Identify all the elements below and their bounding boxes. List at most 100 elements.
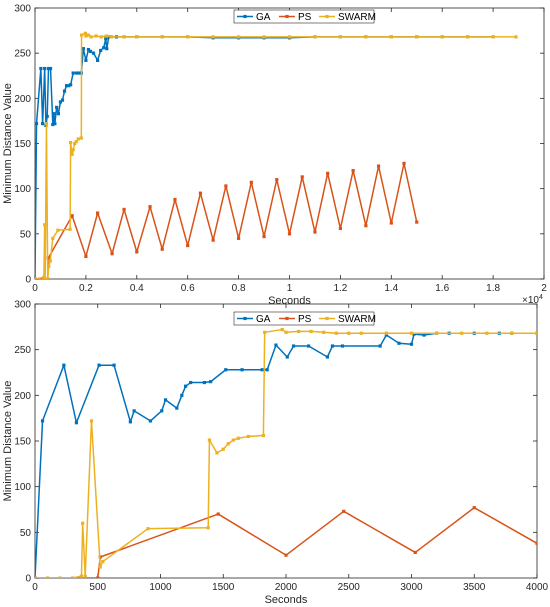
data-point bbox=[52, 112, 56, 116]
data-point bbox=[51, 236, 55, 240]
legend-item-ga: GA bbox=[237, 12, 271, 23]
data-point bbox=[43, 223, 47, 227]
y-tick-label: 50 bbox=[20, 528, 32, 539]
data-point bbox=[260, 368, 264, 372]
data-point bbox=[91, 51, 96, 55]
legend: GA PS SWARM bbox=[233, 311, 376, 326]
data-point bbox=[389, 221, 393, 225]
plot-area bbox=[34, 303, 538, 579]
x-tick-label: 0 bbox=[32, 283, 38, 294]
data-point bbox=[397, 341, 401, 345]
data-point bbox=[338, 226, 342, 231]
x-tick-label: 1.8 bbox=[486, 283, 500, 294]
data-point bbox=[39, 66, 43, 71]
data-point bbox=[60, 98, 65, 102]
x-axis-label: Seconds bbox=[265, 594, 308, 606]
data-point bbox=[338, 35, 342, 39]
data-point bbox=[83, 31, 87, 35]
data-point bbox=[86, 47, 91, 52]
data-point bbox=[309, 329, 313, 333]
data-point bbox=[160, 247, 164, 251]
data-point bbox=[69, 83, 73, 87]
data-point bbox=[74, 421, 79, 425]
x-tick-label: 0.4 bbox=[130, 283, 144, 294]
data-point bbox=[163, 398, 168, 402]
data-point bbox=[262, 35, 266, 39]
legend-label: SWARM bbox=[338, 314, 376, 325]
data-point bbox=[47, 264, 51, 268]
data-point bbox=[81, 521, 85, 525]
data-point bbox=[146, 527, 150, 531]
data-point bbox=[40, 419, 45, 423]
data-point bbox=[76, 137, 80, 141]
x-tick-label: 1500 bbox=[212, 582, 235, 593]
data-point bbox=[364, 35, 368, 39]
data-point bbox=[402, 161, 406, 165]
data-point bbox=[62, 89, 67, 93]
data-point bbox=[104, 34, 108, 38]
data-point bbox=[313, 230, 317, 234]
data-point bbox=[412, 332, 416, 336]
data-point bbox=[209, 380, 213, 384]
data-point bbox=[240, 368, 244, 372]
data-point bbox=[104, 37, 108, 41]
data-point bbox=[62, 363, 66, 367]
data-point bbox=[376, 164, 381, 168]
x-tick-label: 1.6 bbox=[435, 283, 449, 294]
y-tick-label: 250 bbox=[14, 345, 31, 356]
data-point bbox=[326, 171, 330, 175]
data-point bbox=[51, 122, 55, 127]
data-point bbox=[287, 232, 292, 236]
data-point bbox=[58, 100, 63, 104]
legend-box bbox=[233, 9, 375, 24]
data-point bbox=[84, 34, 88, 38]
data-point bbox=[88, 49, 93, 53]
y-tick-label: 300 bbox=[14, 4, 31, 15]
data-point bbox=[109, 35, 113, 39]
data-point bbox=[45, 576, 50, 578]
data-point bbox=[313, 35, 317, 39]
data-point bbox=[287, 35, 292, 39]
data-point bbox=[347, 331, 351, 335]
data-point bbox=[94, 34, 98, 38]
data-point bbox=[55, 105, 59, 109]
x-axis: 0 500 1000 1500 2000 2500 3000 3500 4000 bbox=[32, 304, 549, 593]
data-point bbox=[466, 35, 470, 39]
data-point bbox=[97, 363, 101, 367]
y-tick-label: 0 bbox=[25, 275, 31, 286]
data-point bbox=[83, 574, 87, 578]
data-point bbox=[415, 35, 419, 39]
data-point bbox=[79, 574, 84, 578]
data-point bbox=[409, 331, 414, 335]
data-point bbox=[79, 33, 84, 37]
data-point bbox=[211, 238, 215, 242]
data-point bbox=[237, 35, 241, 39]
x-tick-label: 2500 bbox=[338, 582, 361, 593]
legend-label: PS bbox=[298, 12, 312, 23]
data-point bbox=[45, 114, 49, 118]
data-point bbox=[285, 355, 289, 359]
legend-label: SWARM bbox=[338, 12, 376, 23]
data-point bbox=[422, 333, 426, 337]
x-exponent-label: ×104 bbox=[522, 294, 543, 306]
series-line-ps bbox=[35, 506, 537, 578]
data-point bbox=[389, 35, 393, 39]
legend-marker bbox=[325, 14, 329, 19]
data-point bbox=[160, 409, 164, 413]
chart-panel-2: 0 500 1000 1500 2000 2500 3000 3500 4000 0 50 100 15… bbox=[2, 300, 549, 607]
series-ps bbox=[35, 506, 537, 578]
data-point bbox=[189, 380, 193, 385]
series-swarm bbox=[35, 327, 537, 578]
x-tick-label: 1 bbox=[287, 283, 293, 294]
chart-panel-1: 0 0.2 0.4 0.6 0.8 1 1.2 1.4 1.6 1.8 2 0 50 100 150 200 2… bbox=[2, 4, 547, 308]
data-point bbox=[64, 84, 69, 88]
x-tick-label: 0.2 bbox=[79, 283, 93, 294]
data-point bbox=[42, 275, 46, 279]
data-point bbox=[71, 148, 75, 152]
data-point bbox=[300, 175, 304, 179]
data-point bbox=[75, 71, 79, 75]
data-point bbox=[236, 436, 240, 440]
data-point bbox=[58, 576, 62, 578]
data-point bbox=[81, 47, 85, 51]
data-point bbox=[325, 355, 330, 359]
